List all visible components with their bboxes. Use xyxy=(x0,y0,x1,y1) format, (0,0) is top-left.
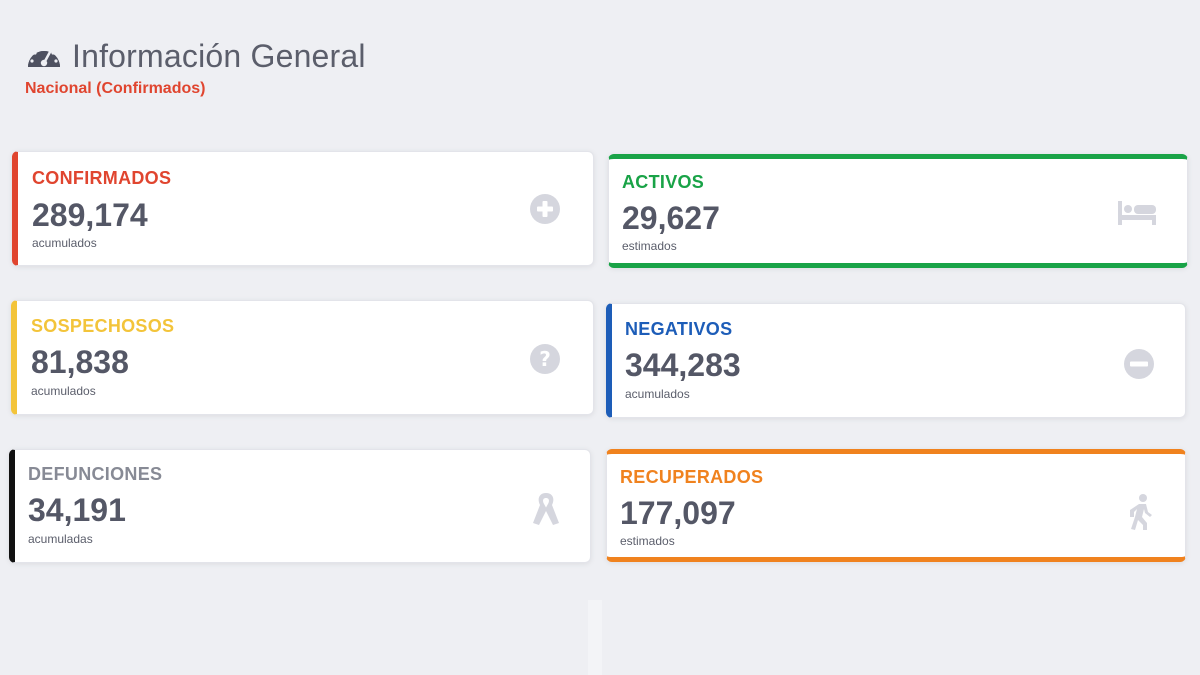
card-value: 177,097 xyxy=(620,495,736,531)
card-sospechosos: SOSPECHOSOS 81,838 acumulados ? xyxy=(11,300,594,415)
card-note: acumulados xyxy=(625,387,690,401)
question-circle-icon: ? xyxy=(530,344,560,374)
page-subtitle: Nacional (Confirmados) xyxy=(25,80,206,97)
card-defunciones: DEFUNCIONES 34,191 acumuladas xyxy=(9,449,591,563)
card-recuperados: RECUPERADOS 177,097 estimados xyxy=(606,449,1186,562)
card-label: ACTIVOS xyxy=(622,172,705,192)
title-row: Información General xyxy=(25,38,366,75)
tachometer-icon xyxy=(28,46,60,67)
card-note: acumulados xyxy=(32,236,97,250)
page-header: Información General Nacional (Confirmado… xyxy=(25,38,366,98)
card-label: DEFUNCIONES xyxy=(28,464,163,484)
background-divider xyxy=(588,600,602,675)
card-activos: ACTIVOS 29,627 estimados xyxy=(608,154,1188,268)
svg-text:?: ? xyxy=(539,347,551,371)
card-note: estimados xyxy=(622,239,677,253)
card-label: SOSPECHOSOS xyxy=(31,316,175,336)
card-label: RECUPERADOS xyxy=(620,467,764,487)
card-confirmados: CONFIRMADOS 289,174 acumulados xyxy=(12,151,594,266)
card-label: NEGATIVOS xyxy=(625,319,733,339)
page-title: Información General xyxy=(72,38,366,74)
card-note: estimados xyxy=(620,534,675,548)
card-value: 289,174 xyxy=(32,197,148,233)
bed-icon xyxy=(1118,201,1156,225)
card-label: CONFIRMADOS xyxy=(32,168,172,188)
plus-circle-icon xyxy=(530,194,560,224)
ribbon-icon xyxy=(533,493,559,525)
card-negativos: NEGATIVOS 344,283 acumulados xyxy=(606,303,1186,418)
minus-circle-icon xyxy=(1124,349,1154,379)
card-value: 344,283 xyxy=(625,347,741,383)
card-value: 34,191 xyxy=(28,492,126,528)
card-value: 81,838 xyxy=(31,344,129,380)
card-note: acumulados xyxy=(31,384,96,398)
walking-person-icon xyxy=(1130,494,1152,530)
card-note: acumuladas xyxy=(28,532,93,546)
card-value: 29,627 xyxy=(622,200,720,236)
